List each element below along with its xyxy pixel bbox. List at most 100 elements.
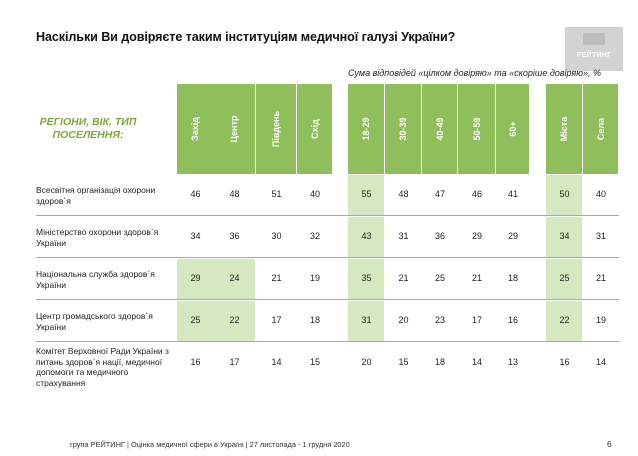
column-header-label: 40-49 [434, 117, 445, 141]
table-cell: 48 [398, 189, 409, 199]
table-cell: 50 [559, 189, 570, 199]
logo-text: РЕЙТИНГ [576, 52, 612, 59]
table-cell: 29 [471, 231, 482, 241]
table-cell: 16 [559, 357, 570, 367]
row-label: Національна служба здоров`я України [36, 269, 155, 290]
table-cell: 16 [190, 357, 201, 367]
table-cell: 15 [309, 357, 320, 367]
column-header-8: 60+ [496, 84, 529, 174]
rating-logo: РЕЙТИНГ [565, 27, 623, 71]
table-cell: 48 [229, 189, 240, 199]
table-cell: 34 [190, 231, 201, 241]
table-cell: 18 [309, 315, 320, 325]
table-cell: 15 [398, 357, 409, 367]
column-header-9: Міста [546, 84, 582, 174]
table-cell: 21 [471, 273, 482, 283]
column-header-label: 50-59 [471, 117, 482, 141]
table-cell: 30 [271, 231, 282, 241]
table-cell: 36 [229, 231, 240, 241]
highlight-cell [213, 301, 255, 341]
column-header-6: 40-49 [422, 84, 457, 174]
table-cell: 17 [471, 315, 482, 325]
table-cell: 43 [361, 231, 372, 241]
table-cell: 13 [507, 357, 518, 367]
table-cell: 31 [398, 231, 409, 241]
column-header-3: Схід [297, 84, 332, 174]
column-header-10: Села [583, 84, 618, 174]
highlight-cell [546, 301, 582, 341]
table-subtitle: Сума відповідей «цілком довіряю» та «ско… [348, 68, 602, 78]
table-cell: 32 [309, 231, 320, 241]
table-cell: 29 [507, 231, 518, 241]
highlight-cell [213, 259, 255, 299]
table-cell: 47 [434, 189, 445, 199]
highlight-cell [348, 175, 384, 215]
table-cell: 46 [190, 189, 201, 199]
page-title: Наскільки Ви довіряєте таким інституціям… [36, 30, 456, 44]
column-header-label: Села [595, 117, 606, 141]
table-cell: 16 [507, 315, 518, 325]
table-cell: 25 [434, 273, 445, 283]
table-cell: 36 [434, 231, 445, 241]
table-cell: 14 [471, 357, 482, 367]
column-header-label: 18-29 [361, 117, 371, 141]
table-cell: 20 [398, 315, 409, 325]
row-divider [36, 257, 619, 258]
row-label: Центр громадського здоров`я України [36, 311, 153, 332]
table-cell: 20 [361, 357, 372, 367]
row-divider [36, 215, 619, 216]
row-label: Всесвітня організація охорони здоров`я [36, 185, 156, 206]
row-divider [36, 341, 619, 342]
table-cell: 25 [190, 315, 201, 325]
table-cell: 21 [595, 273, 606, 283]
table-cell: 17 [229, 357, 240, 367]
table-cell: 19 [595, 315, 606, 325]
table-cell: 24 [229, 273, 240, 283]
column-header-label: Схід [309, 119, 320, 139]
region-label-line1: РЕГІОНИ, ВІК, ТИП [39, 116, 137, 128]
table-cell: 22 [559, 315, 570, 325]
highlight-cell [546, 217, 582, 257]
row-divider [36, 299, 619, 300]
table-cell: 14 [271, 357, 282, 367]
table-cell: 35 [361, 273, 372, 283]
logo-mark-icon [583, 33, 605, 45]
table-cell: 40 [309, 189, 320, 199]
column-header-2: Південь [256, 84, 296, 174]
table-cell: 14 [595, 357, 606, 367]
column-header-label: Міста [559, 116, 569, 142]
column-header-label: Захід [190, 117, 200, 141]
column-header-label: Центр [229, 115, 239, 143]
table-cell: 25 [559, 273, 570, 283]
table-cell: 40 [595, 189, 606, 199]
table-cell: 55 [361, 189, 372, 199]
table-cell: 31 [361, 315, 372, 325]
column-header-label: Південь [271, 110, 281, 148]
highlight-cell [546, 175, 582, 215]
table-cell: 21 [271, 273, 282, 283]
column-header-0: Захід [177, 84, 213, 174]
table-cell: 21 [398, 273, 409, 283]
highlight-cell [348, 217, 384, 257]
table-cell: 19 [309, 273, 320, 283]
column-header-label: 60+ [507, 121, 518, 137]
table-cell: 51 [271, 189, 282, 199]
row-label: Комітет Верховної Ради України з питань … [36, 346, 169, 388]
table-cell: 41 [507, 189, 518, 199]
region-label-line2: ПОСЕЛЕННЯ: [52, 129, 124, 141]
highlight-cell [177, 301, 213, 341]
table-cell: 34 [559, 231, 570, 241]
highlight-cell [348, 259, 384, 299]
table-cell: 46 [471, 189, 482, 199]
highlight-cell [348, 301, 384, 341]
region-age-settlement-label: РЕГІОНИ, ВІК, ТИП ПОСЕЛЕННЯ: [8, 116, 168, 142]
column-header-label: 30-39 [398, 117, 408, 141]
table-cell: 23 [434, 315, 445, 325]
column-header-7: 50-59 [458, 84, 495, 174]
table-cell: 31 [595, 231, 606, 241]
row-label: Міністерство охорони здоров`я України [36, 227, 159, 248]
table-cell: 17 [271, 315, 282, 325]
column-header-5: 30-39 [385, 84, 421, 174]
highlight-cell [546, 259, 582, 299]
table-cell: 29 [190, 273, 201, 283]
